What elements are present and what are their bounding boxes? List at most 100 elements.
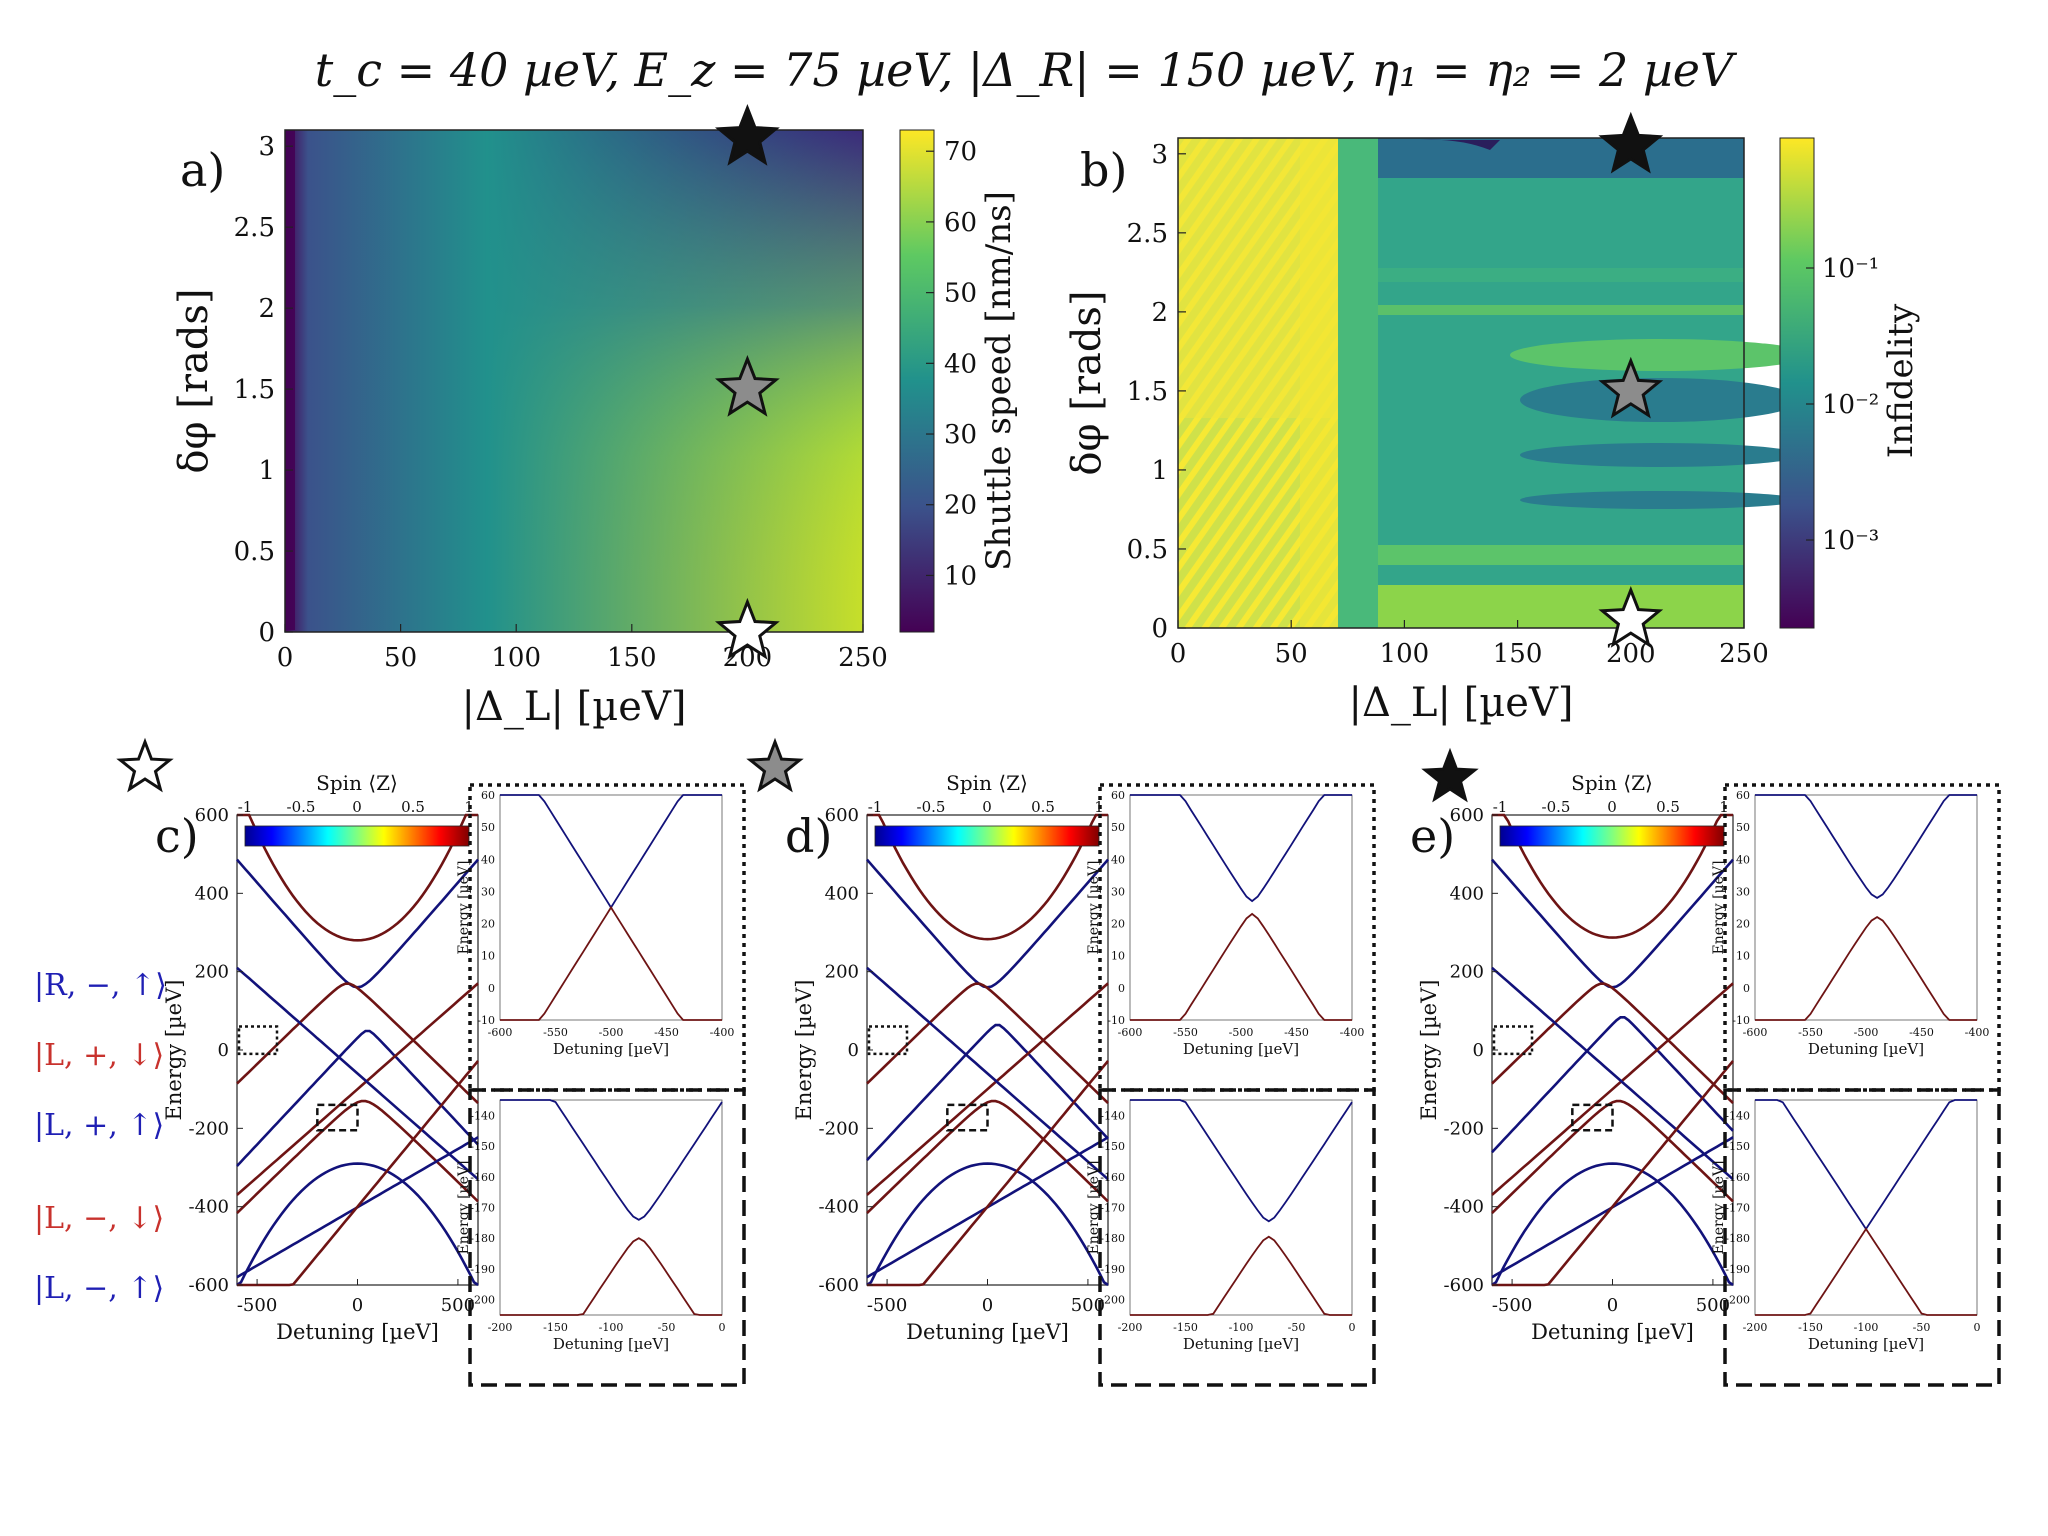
x-tick-label: 250 <box>1719 639 1769 669</box>
panel-label: c) <box>155 809 199 863</box>
energy-level-curve <box>866 1023 1109 1161</box>
inset-y-tick-label: 0 <box>1118 982 1125 995</box>
inset-y-tick-label: -150 <box>1100 1140 1125 1153</box>
inset-x-tick-label: -150 <box>1173 1321 1198 1334</box>
colorbar-b: 10⁻¹ 10⁻² 10⁻³ Infidelity <box>1779 137 1921 629</box>
inset-x-tick-label: -550 <box>543 1026 568 1039</box>
gray-star <box>746 737 804 793</box>
spin-colorbar-tick-label: 0.5 <box>1656 798 1680 816</box>
y-tick-label: -400 <box>1444 1197 1484 1218</box>
inset-upper-branch <box>1130 1099 1353 1223</box>
x-tick-label: -500 <box>237 1295 277 1316</box>
inset-y-tick-label: 20 <box>1736 918 1750 931</box>
spin-colorbar-label: Spin ⟨Z⟩ <box>946 771 1028 795</box>
x-tick-label: 0 <box>1170 639 1187 669</box>
colorbar-a: 10 20 30 40 50 60 70 Shuttle speed [nm/ns] <box>899 129 1019 633</box>
y-tick-label: 1.5 <box>1127 377 1168 407</box>
y-tick-label: 200 <box>195 962 229 983</box>
x-axis-label: |Δ_L| [µeV] <box>1349 680 1574 726</box>
x-tick-label: 250 <box>838 643 888 673</box>
inset-x-tick-label: -400 <box>1965 1026 1990 1039</box>
x-tick-label: 150 <box>1493 639 1543 669</box>
x-axis-label: |Δ_L| [µeV] <box>462 684 687 730</box>
inset-y-tick-label: 40 <box>1736 853 1750 866</box>
inset-y-tick-label: -10 <box>1107 1014 1125 1027</box>
energy-level-curve <box>866 858 1109 989</box>
inset-x-tick-label: -150 <box>543 1321 568 1334</box>
energy-level-curve <box>866 982 1109 1196</box>
x-tick-label: 0 <box>1607 1295 1618 1316</box>
y-tick-label: -600 <box>189 1275 229 1296</box>
white-star <box>714 597 780 660</box>
energy-level-curve <box>866 982 1109 1105</box>
x-tick-label: -500 <box>867 1295 907 1316</box>
inset-upper-branch <box>500 794 722 910</box>
colorbar-label-b: Infidelity <box>1881 303 1921 458</box>
inset-plot-frame <box>1129 1099 1353 1316</box>
inset-x-tick-label: -200 <box>1118 1321 1143 1334</box>
state-label: |L, +, ↑⟩ <box>34 1108 164 1143</box>
energy-level-curve <box>1492 1060 1734 1287</box>
inset: -200 -150 -100 -50 0 -200 -190 -180 -170 -160 -150… <box>456 1088 746 1387</box>
inset-x-tick-label: 0 <box>1974 1321 1981 1334</box>
x-axis-label: Detuning [µeV] <box>1531 1320 1694 1344</box>
spin-colorbar-tick-label: 0.5 <box>1031 798 1055 816</box>
inset-y-tick-label: -180 <box>1100 1232 1125 1245</box>
inset-y-axis-label: Energy [µeV] <box>1711 1161 1727 1255</box>
inset-y-tick-label: 50 <box>1111 821 1125 834</box>
inset-y-tick-label: -190 <box>470 1263 495 1276</box>
y-tick-label: 3 <box>258 132 275 162</box>
y-tick-label: -600 <box>1444 1275 1484 1296</box>
inset-x-tick-label: -400 <box>710 1026 735 1039</box>
inset-y-tick-label: -200 <box>470 1294 495 1307</box>
inset-x-tick-label: -600 <box>488 1026 513 1039</box>
energy-level-curve <box>1491 966 1734 1181</box>
inset-x-tick-label: 0 <box>719 1321 726 1334</box>
y-tick-label: 600 <box>825 805 859 826</box>
inset-x-tick-label: -500 <box>1229 1026 1254 1039</box>
spin-colorbar-tick-label: -1 <box>238 798 253 816</box>
inset-frame <box>468 783 746 1092</box>
heatmap-b <box>1177 137 1810 629</box>
inset-y-tick-label: -160 <box>470 1171 495 1184</box>
inset-lower-branch <box>1130 1235 1352 1316</box>
energy-level-curve <box>237 1060 479 1287</box>
inset-x-tick-label: -550 <box>1173 1026 1198 1039</box>
colorbar-label-a: Shuttle speed [nm/ns] <box>979 191 1019 571</box>
inset-y-axis-label: Energy [µeV] <box>1086 1161 1102 1255</box>
state-label: |R, −, ↑⟩ <box>34 968 167 1003</box>
inset: -600 -550 -500 -450 -400 -10 0 10 20 30 40 50 60 Detu… <box>1711 783 2001 1092</box>
inset-x-tick-label: -100 <box>1229 1321 1254 1334</box>
energy-level-curve <box>236 1029 479 1167</box>
inset-x-tick-label: 0 <box>1349 1321 1356 1334</box>
y-tick-label: 0 <box>1473 1040 1484 1061</box>
spin-colorbar-tick-label: -0.5 <box>1542 798 1571 816</box>
inset-x-tick-label: -450 <box>1909 1026 1934 1039</box>
inset-x-tick-label: -600 <box>1118 1026 1143 1039</box>
y-tick-label: 600 <box>195 805 229 826</box>
inset-frame <box>1098 1088 1376 1387</box>
inset-y-tick-label: 20 <box>481 918 495 931</box>
energy-level-curve <box>236 858 479 989</box>
inset-y-tick-label: 50 <box>1736 821 1750 834</box>
inset-y-tick-label: -140 <box>1725 1109 1750 1122</box>
y-tick-label: 2 <box>258 294 275 324</box>
x-axis-label: Detuning [µeV] <box>906 1320 1069 1344</box>
colorbar-tick-label: 70 <box>944 137 977 167</box>
y-tick-label: 400 <box>1450 883 1484 904</box>
panel-a: a) 0 50 100 150 200 250 0 0.5 1 1.5 2 2.5 3 |Δ_L| [µe… <box>171 103 1019 730</box>
inset-x-tick-label: -450 <box>654 1026 679 1039</box>
energy-level-curve <box>1491 1162 1734 1287</box>
x-tick-label: 50 <box>1275 639 1308 669</box>
inset-y-tick-label: -200 <box>1725 1294 1750 1307</box>
inset-y-axis-label: Energy [µeV] <box>456 861 472 955</box>
inset-x-tick-label: -500 <box>599 1026 624 1039</box>
y-tick-label: -200 <box>189 1118 229 1139</box>
inset-y-tick-label: 30 <box>1736 885 1750 898</box>
inset-x-tick-label: -50 <box>658 1321 676 1334</box>
y-tick-label: 0 <box>258 618 275 648</box>
inset-y-tick-label: 60 <box>1736 789 1750 802</box>
y-tick-label: 400 <box>825 883 859 904</box>
